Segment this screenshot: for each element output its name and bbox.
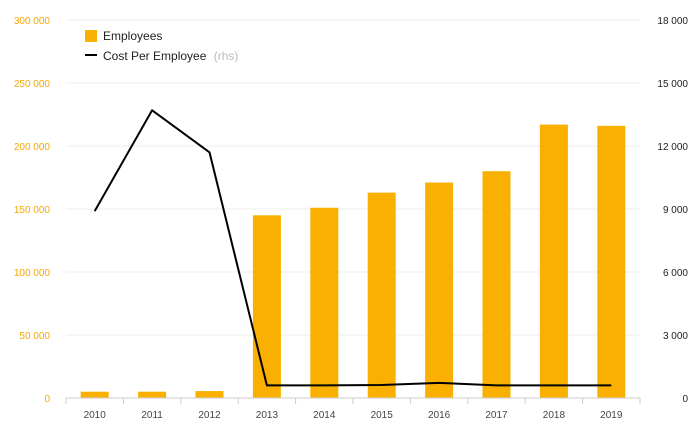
gridlines [66, 19, 640, 399]
right-tick-label: 0 [682, 394, 688, 405]
employees-bar [195, 391, 224, 398]
employees-bar [539, 124, 568, 398]
legend-swatch-employees [85, 30, 97, 42]
employees-bar [482, 171, 511, 398]
employees-bar [425, 182, 454, 398]
x-tick-label: 2019 [600, 410, 623, 421]
x-tick-label: 2017 [485, 410, 508, 421]
employees-bar [597, 125, 626, 398]
left-tick-label: 100 000 [14, 268, 51, 279]
cost-per-employee-line [93, 109, 612, 387]
left-tick-label: 250 000 [14, 79, 51, 90]
right-axis: 0 3 000 6 000 9 000 12 000 15 000 18 000 [657, 16, 688, 405]
left-axis: 0 50 000 100 000 150 000 200 000 250 000 300 0… [14, 16, 51, 405]
left-tick-label: 300 000 [14, 16, 51, 27]
x-tick-label: 2018 [543, 410, 566, 421]
x-tick-label: 2013 [256, 410, 279, 421]
x-tick-label: 2011 [141, 410, 163, 421]
legend-label-cost-note: (rhs) [214, 49, 239, 63]
employees-bar [252, 215, 281, 398]
employees-bar [367, 192, 396, 398]
legend-label-cost: Cost Per Employee (rhs) [103, 49, 238, 63]
employees-bar [310, 207, 339, 398]
legend-label-employees: Employees [103, 29, 162, 43]
right-tick-label: 18 000 [657, 16, 688, 27]
legend: Employees Cost Per Employee (rhs) [85, 29, 238, 63]
right-tick-label: 12 000 [657, 142, 688, 153]
legend-label-cost-text: Cost Per Employee [103, 49, 207, 63]
cost-line-layer [93, 109, 612, 387]
x-tick-label: 2014 [313, 410, 336, 421]
right-tick-label: 3 000 [663, 331, 688, 342]
x-tick-label: 2016 [428, 410, 451, 421]
left-tick-label: 200 000 [14, 142, 51, 153]
x-tick-label: 2010 [84, 410, 107, 421]
right-tick-label: 15 000 [657, 79, 688, 90]
right-tick-label: 9 000 [663, 205, 688, 216]
employees-bar [80, 391, 109, 398]
x-axis: 2010 2011 2012 2013 2014 2015 2016 2017 2018 2019 [65, 397, 641, 421]
employees-bars [80, 124, 626, 398]
x-tick-label: 2015 [371, 410, 394, 421]
right-tick-label: 6 000 [663, 268, 688, 279]
left-tick-label: 50 000 [19, 331, 50, 342]
left-tick-label: 150 000 [14, 205, 51, 216]
employees-bar [138, 391, 167, 398]
x-tick-label: 2012 [198, 410, 221, 421]
left-tick-label: 0 [44, 394, 50, 405]
